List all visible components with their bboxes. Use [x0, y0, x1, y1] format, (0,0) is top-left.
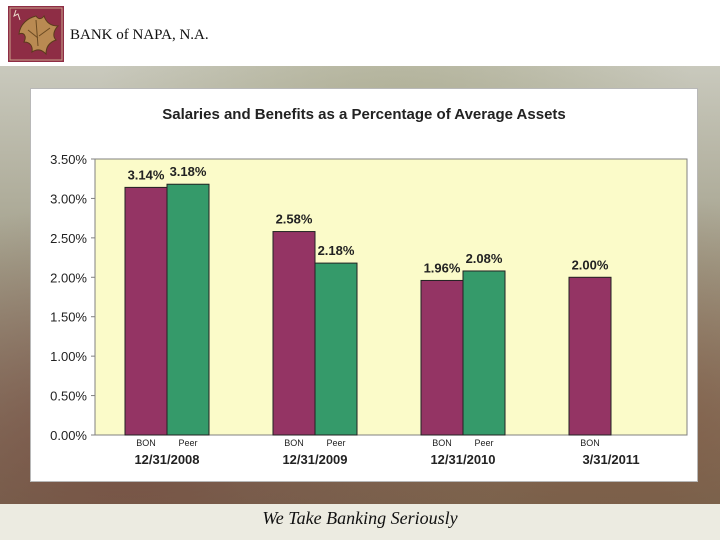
bar-bon-1: [272, 231, 316, 436]
x-axis: BON Peer 12/31/2008 BON Peer 12/31/2009 BON Pee…: [134, 438, 639, 467]
chart-title: Salaries and Benefits as a Percentage of…: [162, 106, 566, 123]
chart-panel: Salaries and Benefits as a Percentage of…: [30, 88, 698, 482]
slide-header: BANK of NAPA, N.A.: [0, 0, 720, 66]
group-date-label: 3/31/2011: [582, 452, 639, 467]
y-tick-label: 0.50%: [50, 389, 87, 404]
group-date-label: 12/31/2009: [282, 452, 347, 467]
bar-peer-2: [462, 270, 506, 436]
bar-value-label: 2.00%: [572, 257, 609, 272]
bar-series: 3.14% 3.18% 2.58% 2.18% 1.96% 2.08% 2.00%: [124, 164, 612, 436]
y-tick-label: 3.50%: [50, 152, 87, 167]
y-tick-label: 0.00%: [50, 428, 87, 443]
bar-peer-0: [166, 183, 210, 436]
y-tick-label: 2.50%: [50, 231, 87, 246]
bar-category-label: BON: [580, 438, 600, 448]
tagline: We Take Banking Seriously: [262, 508, 458, 528]
bank-name: BANK of NAPA, N.A.: [70, 27, 209, 43]
y-tick-label: 2.00%: [50, 270, 87, 285]
bar-value-label: 1.96%: [424, 260, 461, 275]
grape-leaf-logo-icon: [8, 6, 64, 62]
bar-bon-3: [568, 276, 612, 436]
group-date-label: 12/31/2008: [134, 452, 199, 467]
bar-chart: Salaries and Benefits as a Percentage of…: [50, 106, 688, 467]
y-tick-label: 3.00%: [50, 191, 87, 206]
y-tick-label: 1.00%: [50, 349, 87, 364]
bar-value-label: 2.18%: [318, 243, 355, 258]
bar-peer-1: [314, 262, 358, 436]
bar-category-label: Peer: [326, 438, 345, 448]
bar-category-label: BON: [284, 438, 304, 448]
slide-footer: [0, 504, 720, 540]
group-date-label: 12/31/2010: [430, 452, 495, 467]
bar-bon-2: [420, 279, 464, 436]
bar-category-label: BON: [136, 438, 156, 448]
bar-value-label: 3.18%: [170, 164, 207, 179]
bar-category-label: Peer: [178, 438, 197, 448]
bar-bon-0: [124, 186, 168, 436]
y-tick-label: 1.50%: [50, 310, 87, 325]
bar-value-label: 2.58%: [276, 212, 313, 227]
bar-category-label: BON: [432, 438, 452, 448]
bar-value-label: 3.14%: [128, 167, 165, 182]
bar-value-label: 2.08%: [466, 251, 503, 266]
bar-category-label: Peer: [474, 438, 493, 448]
y-axis: 0.00% 0.50% 1.00% 1.50% 2.00% 2.50% 3.00% 3.50%: [50, 152, 95, 443]
